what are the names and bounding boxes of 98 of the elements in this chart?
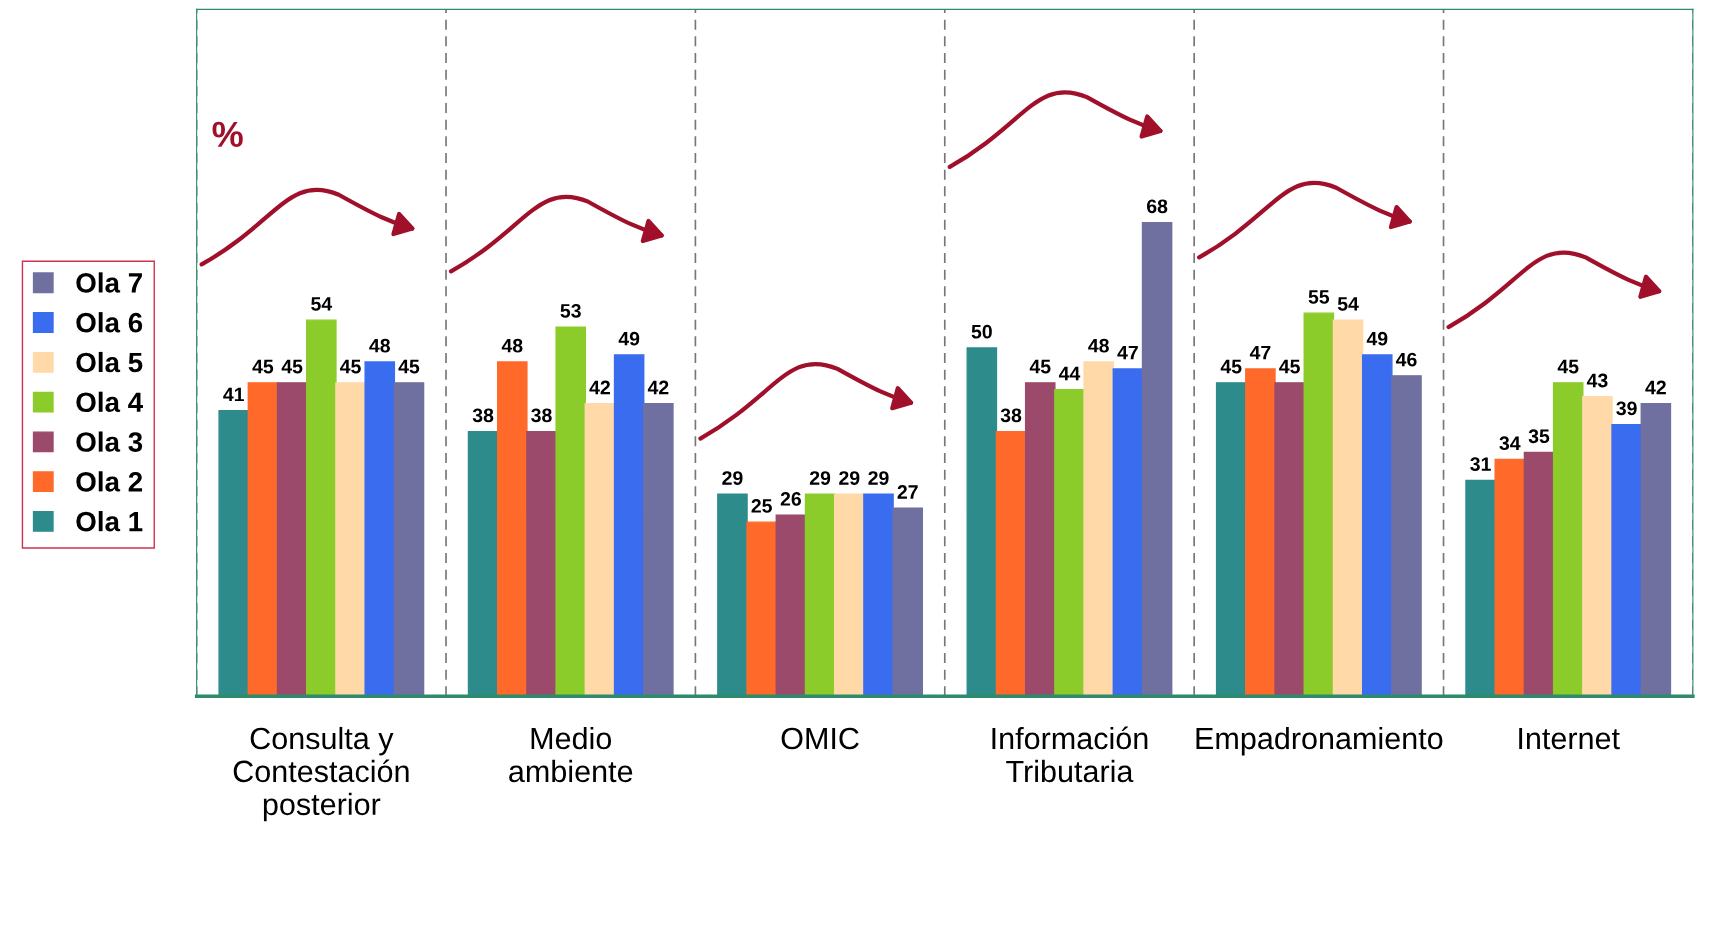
- data-label: 38: [531, 408, 552, 423]
- data-label: 47: [1249, 345, 1271, 360]
- data-label: 25: [751, 499, 772, 513]
- data-label: 45: [398, 359, 420, 374]
- bar: [1112, 368, 1144, 697]
- legend-label: Ola 3: [76, 431, 143, 452]
- bar: [1582, 396, 1613, 697]
- bar: [613, 354, 645, 697]
- bar: [746, 521, 777, 697]
- bar: [775, 514, 807, 697]
- data-label: 45: [1557, 359, 1579, 374]
- data-label: 45: [1220, 359, 1242, 374]
- data-label: 38: [1000, 408, 1022, 423]
- bar: [643, 403, 674, 697]
- bar: [1024, 382, 1056, 697]
- data-label: 41: [223, 387, 244, 402]
- bar: [863, 493, 894, 697]
- data-label: 35: [1528, 429, 1550, 444]
- bar: [966, 347, 998, 697]
- data-label: 68: [1147, 199, 1168, 214]
- bar: [335, 382, 366, 697]
- bar: [1640, 403, 1672, 697]
- data-label: 45: [1279, 359, 1300, 374]
- legend-label: Ola 6: [76, 312, 143, 333]
- bar: [1391, 375, 1422, 697]
- bar: [1332, 319, 1364, 697]
- bar: [364, 361, 396, 697]
- bar: [1523, 451, 1555, 697]
- bar: [247, 382, 279, 697]
- data-label: 29: [722, 471, 743, 485]
- bar: [1611, 423, 1642, 697]
- bar: [892, 507, 924, 697]
- bar: [306, 319, 337, 697]
- x-tick-label: Internet: [1519, 728, 1620, 750]
- data-label: 48: [1088, 338, 1109, 353]
- bar: [717, 493, 748, 697]
- data-label: 49: [1366, 331, 1388, 346]
- bar: [995, 430, 1027, 697]
- x-tick-label: Consulta y Contestación posterior: [233, 726, 409, 822]
- data-label: 39: [1616, 401, 1637, 416]
- bar: [1361, 354, 1393, 697]
- x-tick-label: Información Tributaria: [992, 726, 1148, 783]
- data-label: 45: [281, 359, 303, 374]
- legend-label: Ola 2: [76, 471, 143, 492]
- legend-label: Ola 5: [76, 351, 143, 373]
- bar: [1083, 361, 1114, 697]
- bar: [1141, 221, 1173, 697]
- bar: [218, 410, 250, 697]
- bar: [1494, 458, 1526, 697]
- data-label: 47: [1117, 345, 1138, 360]
- bar: [555, 326, 587, 697]
- bar: [1215, 382, 1247, 697]
- data-label: 43: [1586, 373, 1608, 388]
- data-label: 29: [868, 471, 889, 485]
- data-label: 29: [839, 471, 860, 485]
- x-tick-label: OMIC: [781, 727, 859, 750]
- data-label: 34: [1499, 436, 1521, 451]
- legend-label: Ola 4: [76, 391, 144, 413]
- data-label: 54: [311, 297, 333, 311]
- bar: [496, 361, 528, 697]
- data-label: 46: [1395, 352, 1417, 367]
- legend-label: Ola 7: [76, 272, 142, 293]
- bar: [804, 493, 836, 697]
- bar: [1465, 479, 1496, 697]
- bar: [467, 430, 499, 697]
- data-label: 54: [1337, 297, 1359, 311]
- data-label: 42: [589, 380, 610, 395]
- data-label: 31: [1470, 457, 1491, 471]
- data-label: 55: [1308, 290, 1330, 304]
- legend-label: Ola 1: [76, 511, 143, 532]
- data-label: 50: [971, 324, 992, 339]
- bar: [276, 382, 308, 697]
- data-label: 53: [560, 303, 581, 318]
- bar: [1552, 382, 1584, 697]
- bar: [584, 403, 616, 697]
- data-label: 48: [501, 338, 523, 353]
- data-label: 42: [1645, 380, 1666, 395]
- text: %: [212, 121, 243, 148]
- bar: [833, 493, 865, 697]
- data-label: 45: [340, 359, 361, 374]
- bar: [1274, 382, 1305, 697]
- data-label: 45: [252, 359, 274, 374]
- data-label: 38: [472, 408, 494, 423]
- bar: [1245, 368, 1276, 697]
- bar: [1303, 312, 1335, 697]
- data-label: 42: [647, 380, 669, 395]
- bar: [1054, 389, 1085, 697]
- data-label: 26: [780, 492, 801, 506]
- bar: [526, 430, 557, 697]
- x-tick-label: Empadronamiento: [1196, 726, 1443, 756]
- data-label: 49: [618, 331, 640, 346]
- data-label: 45: [1029, 359, 1051, 374]
- data-label: 44: [1058, 366, 1081, 381]
- data-label: 48: [369, 338, 390, 353]
- data-label: 27: [897, 485, 918, 499]
- x-tick-label: Medio ambiente: [509, 726, 633, 783]
- bar: [393, 382, 425, 697]
- data-label: 29: [809, 471, 831, 485]
